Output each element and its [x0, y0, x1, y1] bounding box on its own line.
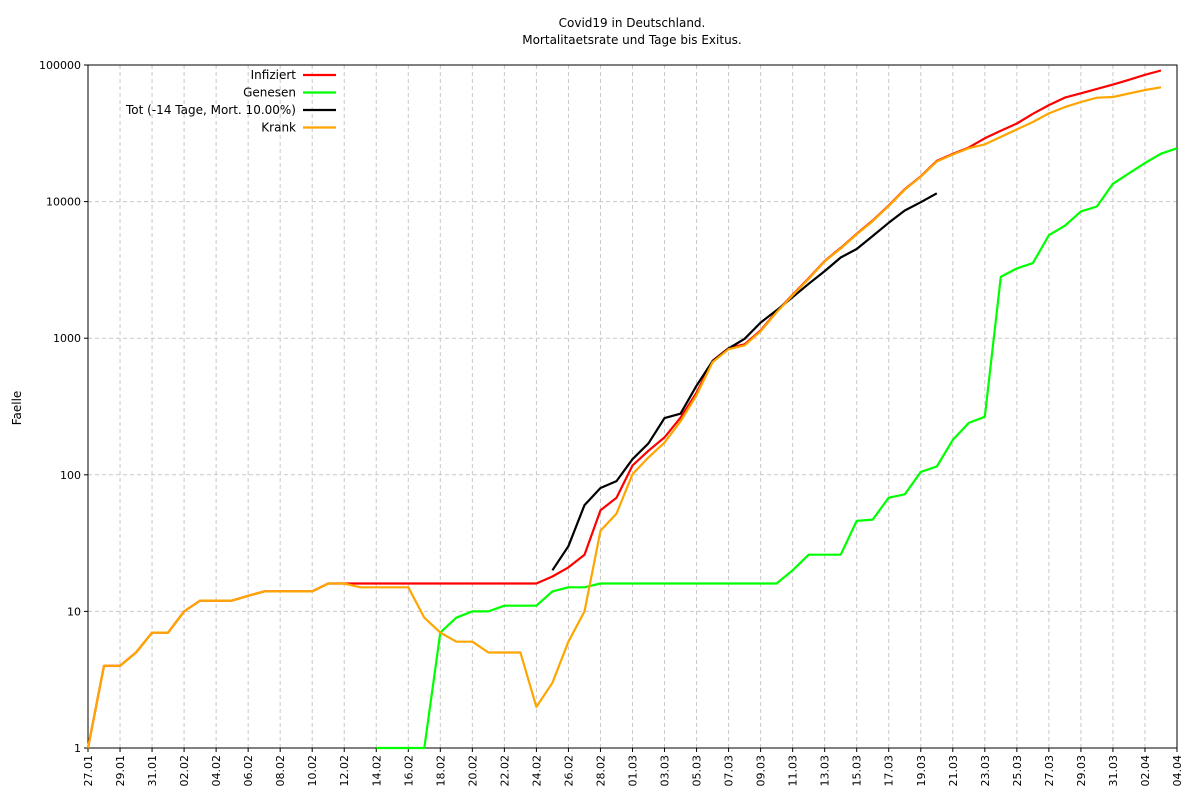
- x-tick-label: 16.02: [402, 755, 415, 787]
- series-line-tot-14-tage-mort-10-00: [551, 192, 938, 571]
- x-tick-label: 23.03: [979, 755, 992, 787]
- x-tick-label: 04.04: [1171, 755, 1184, 787]
- x-tick-label: 14.02: [370, 755, 383, 787]
- x-tick-label: 24.02: [530, 755, 543, 787]
- legend-label: Krank: [261, 121, 296, 135]
- series-layer: [86, 69, 1178, 750]
- x-tick-label: 13.03: [819, 755, 832, 787]
- x-tick-label: 31.03: [1107, 755, 1120, 787]
- x-tick-label: 29.03: [1075, 755, 1088, 787]
- x-tick-label: 03.03: [659, 755, 672, 787]
- x-tick-label: 22.02: [498, 755, 511, 787]
- x-tick-label: 15.03: [851, 755, 864, 787]
- x-tick-label: 04.02: [210, 755, 223, 787]
- x-tick-label: 09.03: [755, 755, 768, 787]
- y-tick-label: 100000: [39, 59, 81, 72]
- chart-subtitle: Mortalitaetsrate und Tage bis Exitus.: [522, 33, 742, 47]
- x-tick-label: 08.02: [274, 755, 287, 787]
- legend-label: Genesen: [243, 86, 296, 100]
- x-tick-label: 06.02: [242, 755, 255, 787]
- x-tick-label: 05.03: [691, 755, 704, 787]
- legend: Infiziert Genesen Tot (-14 Tage, Mort. 10.…: [125, 68, 336, 135]
- x-tick-label: 10.02: [306, 755, 319, 787]
- x-tick-label: 02.02: [178, 755, 191, 787]
- legend-label: Tot (-14 Tage, Mort. 10.00%): [125, 103, 296, 117]
- legend-label: Infiziert: [251, 68, 297, 82]
- x-tick-label: 11.03: [787, 755, 800, 787]
- x-tick-label: 19.03: [915, 755, 928, 787]
- series-line-krank: [86, 86, 1162, 749]
- y-tick-label: 10: [67, 605, 81, 618]
- x-tick-label: 20.02: [466, 755, 479, 787]
- x-tick-label: 07.03: [723, 755, 736, 787]
- x-tick-label: 27.01: [82, 755, 95, 787]
- y-tick-label: 1: [74, 742, 81, 755]
- x-tick-label: 21.03: [947, 755, 960, 787]
- x-tick-label: 02.04: [1139, 755, 1152, 787]
- y-tick-label: 100: [60, 469, 81, 482]
- series-line-genesen: [376, 147, 1178, 750]
- y-tick-label: 1000: [53, 332, 81, 345]
- grid: [88, 65, 1177, 748]
- chart-title: Covid19 in Deutschland.: [559, 16, 706, 30]
- x-tick-label: 26.02: [562, 755, 575, 787]
- x-tick-label: 28.02: [594, 755, 607, 787]
- x-tick-label: 25.03: [1011, 755, 1024, 787]
- x-tick-label: 17.03: [883, 755, 896, 787]
- y-tick-label: 10000: [46, 196, 81, 209]
- x-tick-label: 18.02: [434, 755, 447, 787]
- x-tick-label: 27.03: [1043, 755, 1056, 787]
- axes: 1 10 100 1000 10000 100000 27.01 29.01 31.01 02.0…: [39, 59, 1184, 787]
- x-tick-label: 12.02: [338, 755, 351, 787]
- x-tick-label: 31.01: [146, 755, 159, 787]
- y-axis-label: Faelle: [10, 391, 24, 426]
- x-tick-label: 29.01: [114, 755, 127, 787]
- x-tick-label: 01.03: [627, 755, 640, 787]
